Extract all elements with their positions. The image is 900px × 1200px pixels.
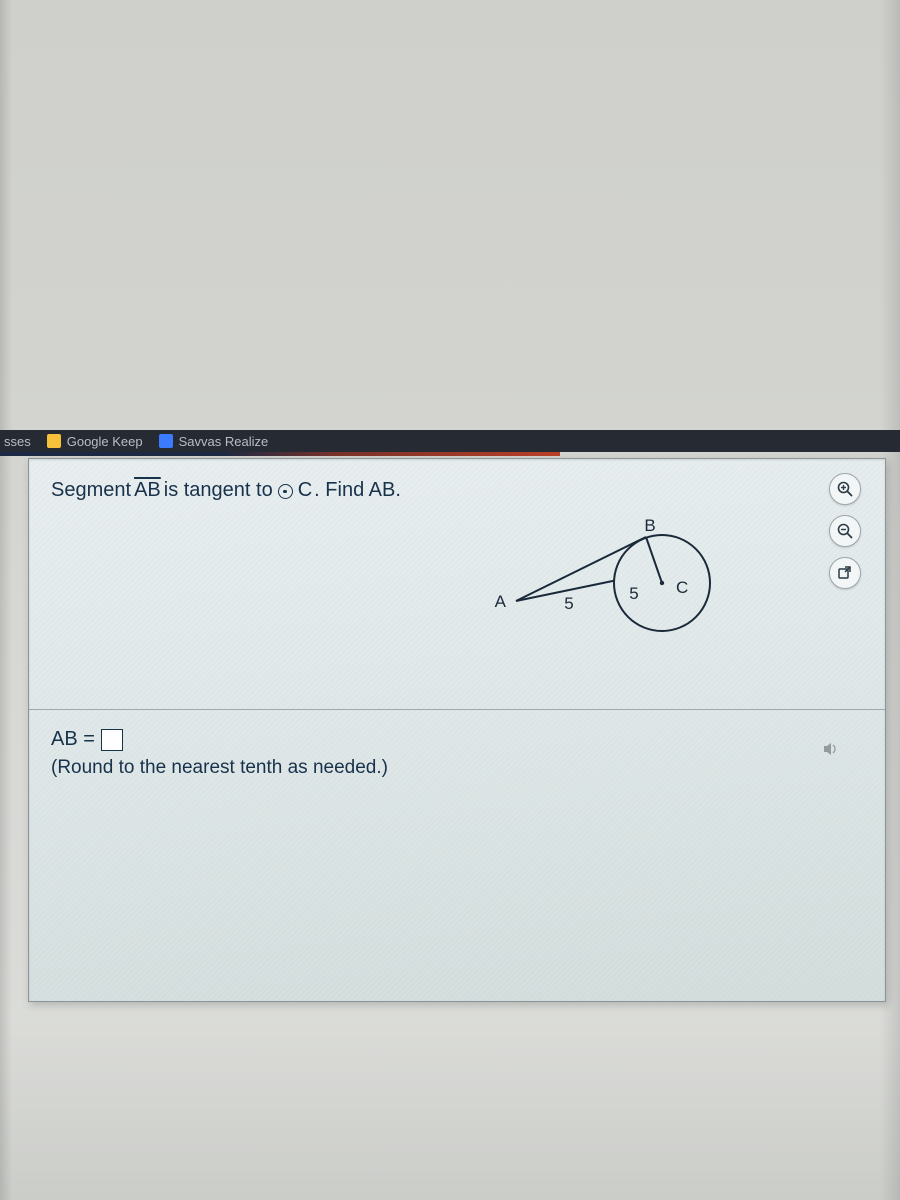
bottom-shade — [0, 1020, 900, 1200]
bookmark-item[interactable]: sses — [4, 434, 31, 449]
zoom-out-button[interactable] — [829, 515, 861, 547]
zoom-out-icon — [836, 522, 854, 540]
audio-icon — [821, 740, 839, 758]
label-a: A — [495, 592, 507, 611]
q-segment-ab: AB — [133, 479, 162, 502]
bookmark-label: Savvas Realize — [179, 434, 269, 449]
answer-line: AB = — [51, 728, 863, 751]
zoom-in-icon — [836, 480, 854, 498]
accent-strip — [0, 452, 560, 456]
q-seg-prefix: Segment — [51, 479, 131, 502]
question-text: Segment AB is tangent to C . Find AB. — [51, 479, 401, 502]
answer-prefix: AB = — [51, 728, 95, 751]
popout-button[interactable] — [829, 557, 861, 589]
bookmark-label: sses — [4, 434, 31, 449]
label-b: B — [644, 516, 655, 535]
q-mid: is tangent to — [164, 479, 273, 502]
keep-icon — [47, 434, 61, 448]
answer-input[interactable] — [101, 729, 123, 751]
answer-section: AB = (Round to the nearest tenth as need… — [29, 709, 885, 779]
segment-cb — [646, 537, 662, 583]
q-circle-letter: C — [298, 479, 312, 502]
popout-icon — [837, 565, 853, 581]
screenshot-surface: sses Google Keep Savvas Realize Segment … — [0, 0, 900, 1200]
value-inner-5: 5 — [629, 584, 638, 603]
zoom-in-button[interactable] — [829, 473, 861, 505]
savvas-icon — [159, 434, 173, 448]
vignette-left — [0, 0, 12, 1200]
q-tail: . Find AB. — [314, 479, 401, 502]
segment-ab — [516, 537, 646, 601]
question-row: Segment AB is tangent to C . Find AB. — [51, 479, 715, 502]
audio-button[interactable] — [815, 734, 845, 764]
bookmark-item[interactable]: Google Keep — [47, 434, 143, 449]
circle-symbol-icon — [278, 484, 293, 499]
bookmark-label: Google Keep — [67, 434, 143, 449]
bookmark-item[interactable]: Savvas Realize — [159, 434, 269, 449]
geometry-diagram: A B C 5 5 — [484, 501, 734, 651]
value-outer-5: 5 — [564, 594, 573, 613]
problem-panel: Segment AB is tangent to C . Find AB. — [28, 458, 886, 1002]
label-c: C — [676, 578, 688, 597]
bookmarks-bar: sses Google Keep Savvas Realize — [0, 430, 900, 452]
problem-panel-wrap: Segment AB is tangent to C . Find AB. — [28, 458, 886, 1002]
answer-hint: (Round to the nearest tenth as needed.) — [51, 757, 863, 779]
